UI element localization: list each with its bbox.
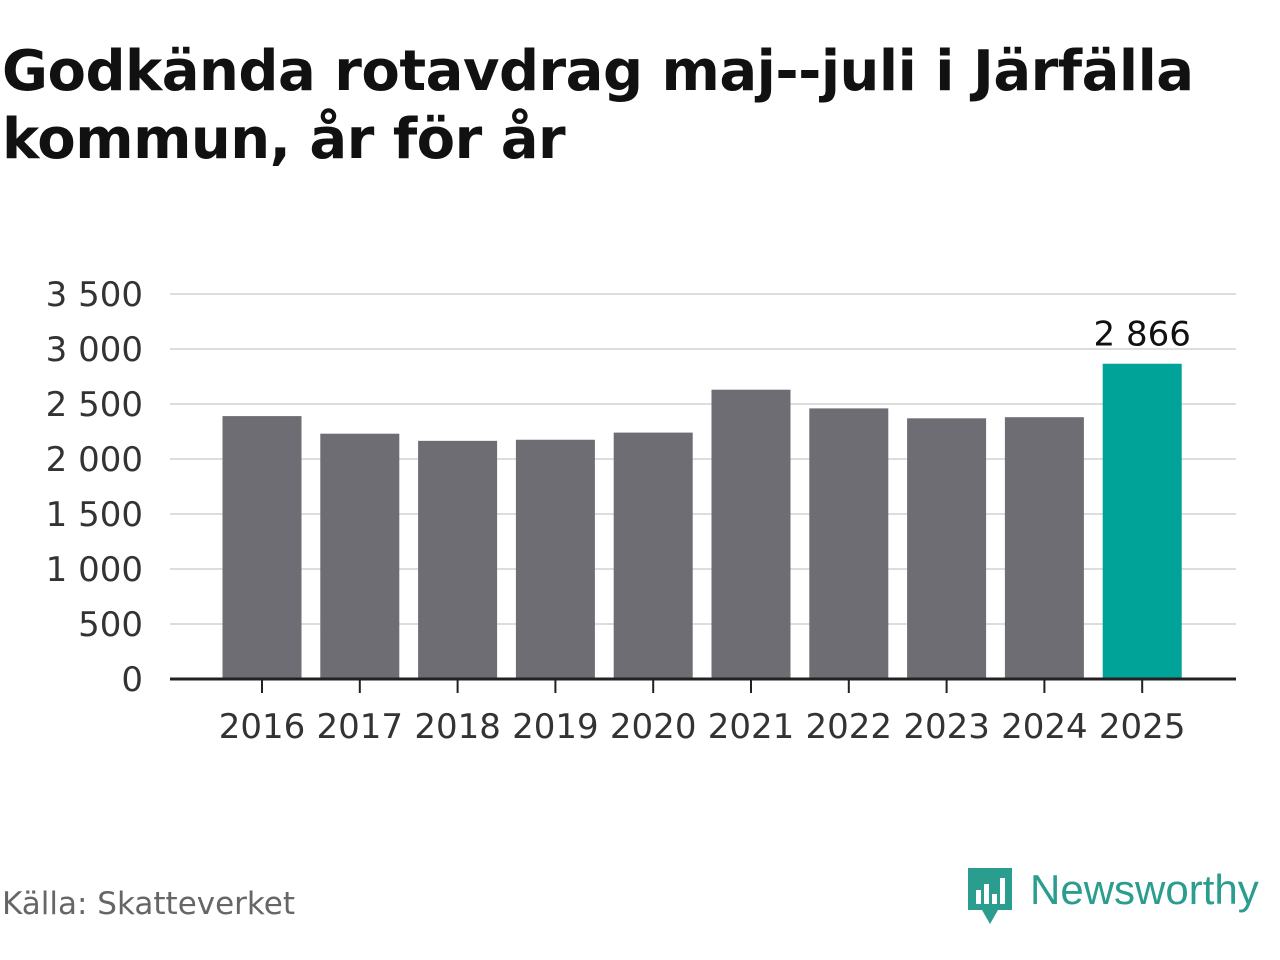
y-tick-label: 2 000 xyxy=(46,440,143,480)
data-label: 2 866 xyxy=(1094,315,1191,355)
bar-2023 xyxy=(907,418,987,679)
bar-2016 xyxy=(222,416,302,679)
x-tick-label: 2022 xyxy=(806,707,893,747)
bar-2017 xyxy=(320,433,400,679)
y-tick-label: 3 500 xyxy=(46,275,143,315)
bar-2019 xyxy=(515,439,595,679)
bar-2020 xyxy=(613,432,693,679)
y-tick-label: 3 000 xyxy=(46,330,143,370)
source-note: Källa: Skatteverket xyxy=(2,886,296,922)
x-tick-label: 2018 xyxy=(414,707,501,747)
bars xyxy=(222,363,1182,679)
x-tick-label: 2023 xyxy=(903,707,990,747)
y-tick-label: 1 000 xyxy=(46,550,143,590)
x-tick-label: 2021 xyxy=(708,707,795,747)
newsworthy-logo-icon xyxy=(968,868,1012,924)
x-tick-label: 2020 xyxy=(610,707,697,747)
x-tick-label: 2017 xyxy=(317,707,404,747)
data-labels: 2 866 xyxy=(1094,315,1191,355)
y-tick-label: 0 xyxy=(121,660,143,700)
bar-2018 xyxy=(418,440,498,679)
x-tick-label: 2019 xyxy=(512,707,599,747)
x-tick-label: 2024 xyxy=(1001,707,1088,747)
bar-2025 xyxy=(1102,363,1182,679)
chart-title: Godkända rotavdrag maj--juli i Järfälla … xyxy=(2,39,1194,172)
brand-name: Newsworthy xyxy=(1030,866,1259,913)
x-tick-label: 2025 xyxy=(1099,707,1186,747)
x-tick-label: 2016 xyxy=(219,707,306,747)
y-tick-label: 1 500 xyxy=(46,495,143,535)
x-tick-labels: 2016 2017 2018 2019 2020 2021 2022 2023 2024 2025 xyxy=(219,679,1186,747)
y-tick-label: 500 xyxy=(78,605,143,645)
brand: Newsworthy xyxy=(964,864,1259,928)
bar-2021 xyxy=(711,389,791,679)
y-tick-labels: 0 500 1 000 1 500 2 000 2 500 3 000 3 500 xyxy=(46,275,143,700)
y-tick-label: 2 500 xyxy=(46,385,143,425)
bar-2022 xyxy=(809,408,889,679)
bar-2024 xyxy=(1004,417,1084,679)
